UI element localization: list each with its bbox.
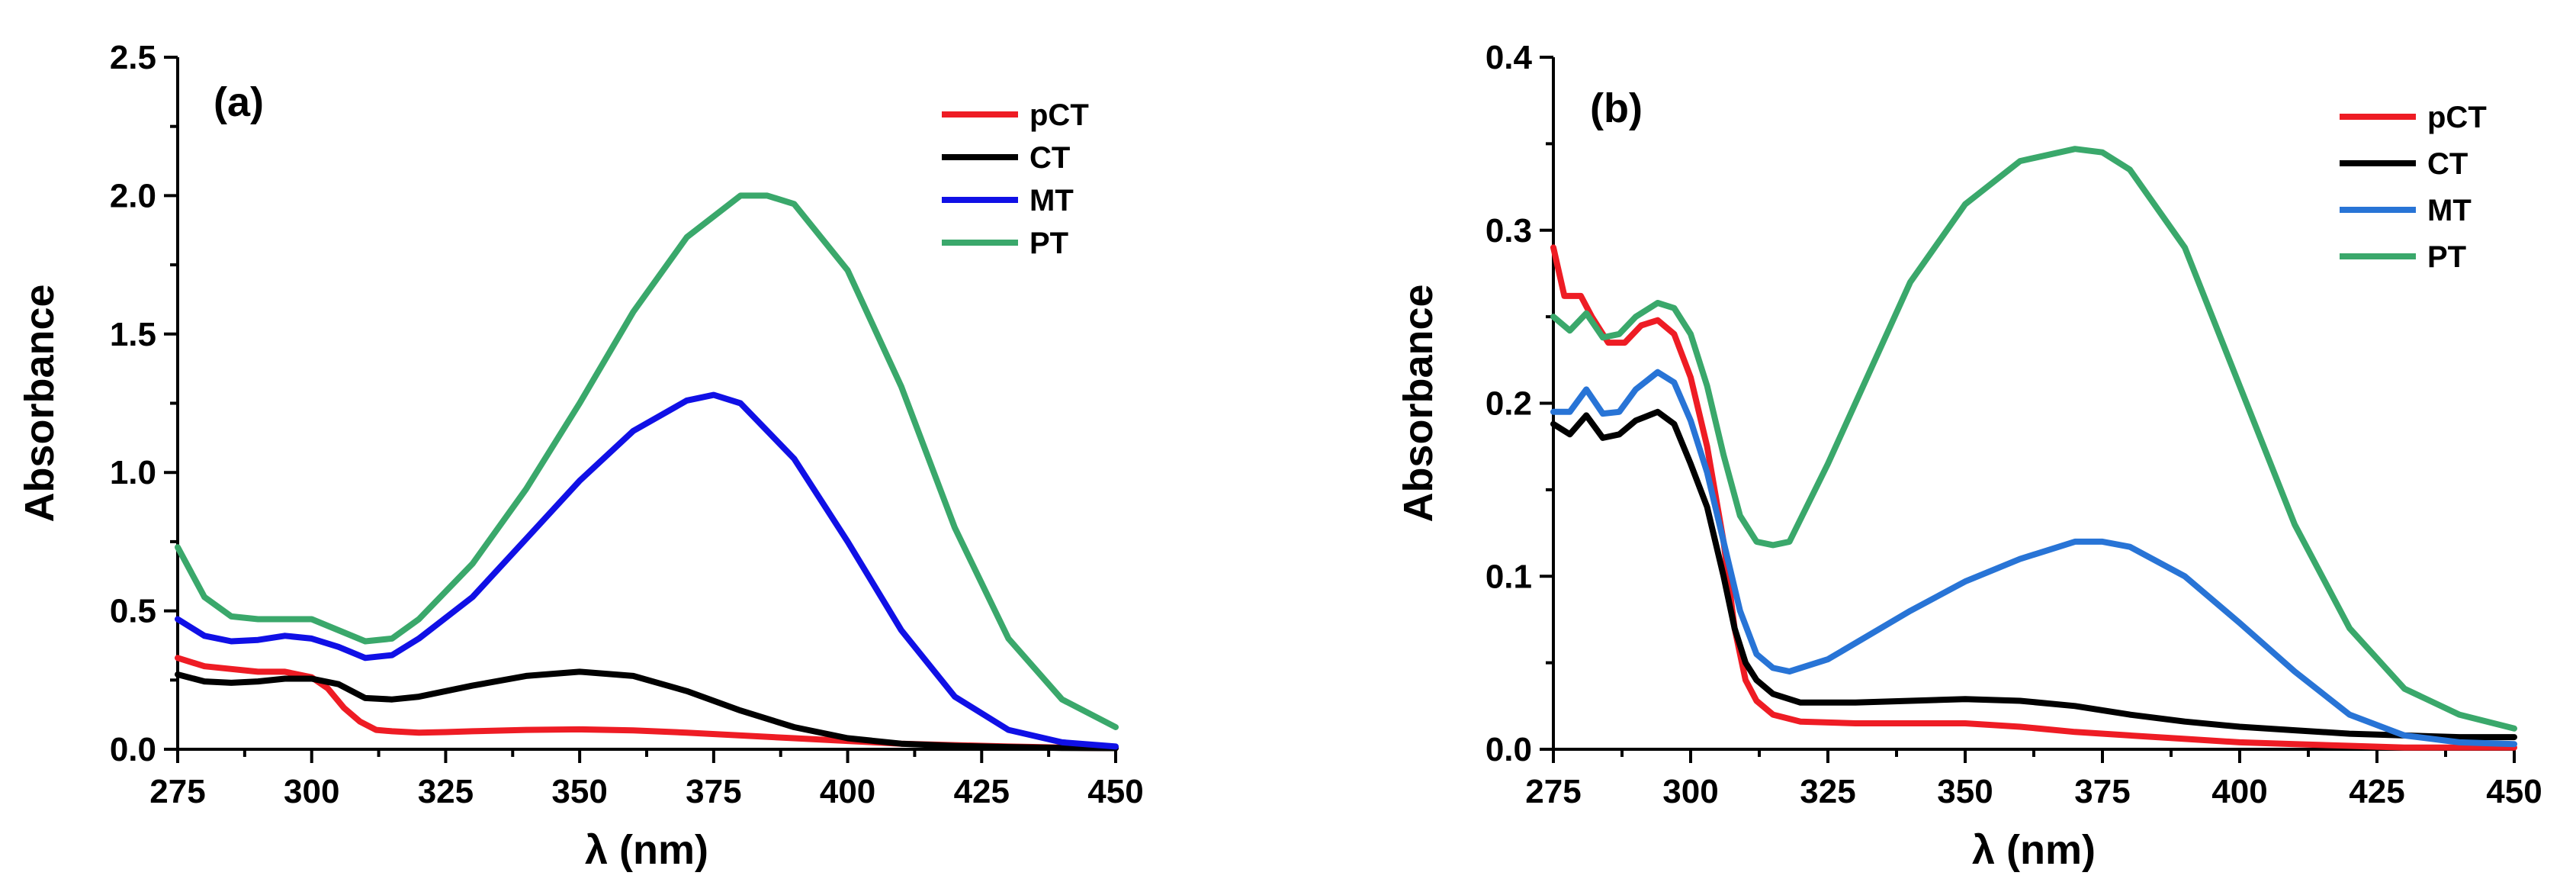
y-tick-label: 0.2 xyxy=(1486,385,1532,423)
legend-label-pct: pCT xyxy=(1029,98,1089,132)
x-tick-label: 425 xyxy=(954,773,1010,810)
x-tick-label: 450 xyxy=(1087,773,1143,810)
x-tick-label: 325 xyxy=(418,773,474,810)
x-tick-label: 350 xyxy=(1937,773,1993,810)
legend-label-ct: CT xyxy=(1029,141,1070,175)
series-line-ct xyxy=(175,668,1119,752)
y-tick-label: 0.5 xyxy=(110,593,156,630)
panel-a: 275 300 325 350 375 400 425 450 0.0 0.5 1.0 1.5 2.0 2… xyxy=(17,39,1144,873)
x-tick-label: 375 xyxy=(686,773,741,810)
y-tick-label: 2.5 xyxy=(110,39,156,76)
x-tick-label: 275 xyxy=(149,773,205,810)
x-tick-label: 375 xyxy=(2074,773,2130,810)
y-tick-label: 0.0 xyxy=(1486,731,1532,768)
series-line-pct xyxy=(175,655,1119,752)
x-tick-label: 400 xyxy=(820,773,875,810)
y-tick-label: 0.3 xyxy=(1486,212,1532,250)
legend-label-pct: pCT xyxy=(2427,101,2487,134)
x-tick-label: 450 xyxy=(2486,773,2542,810)
y-tick-label: 0.0 xyxy=(110,731,156,768)
x-tick-label: 300 xyxy=(1662,773,1718,810)
y-axis-title: Absorbance xyxy=(1396,284,1441,522)
series-line-pt xyxy=(175,192,1119,730)
x-tick-label: 325 xyxy=(1800,773,1855,810)
y-tick-label: 1.0 xyxy=(110,454,156,491)
x-axis-title: λ (nm) xyxy=(585,827,708,873)
series-line-pt xyxy=(1550,146,2517,732)
series-line-pct xyxy=(1550,244,2517,751)
series-line-ct xyxy=(1550,408,2517,741)
x-tick-label: 425 xyxy=(2349,773,2404,810)
x-axis-title: λ (nm) xyxy=(1972,827,2096,873)
y-tick-label: 2.0 xyxy=(110,177,156,214)
x-tick-label: 300 xyxy=(284,773,339,810)
series-line-mt xyxy=(175,391,1119,750)
x-tick-label: 400 xyxy=(2211,773,2267,810)
series-line-mt xyxy=(1550,369,2517,748)
y-tick-label: 0.1 xyxy=(1486,558,1532,595)
y-tick-label: 0.4 xyxy=(1486,39,1533,76)
legend-label-pt: PT xyxy=(2427,240,2466,274)
legend-label-ct: CT xyxy=(2427,147,2468,181)
y-axis-title: Absorbance xyxy=(17,284,63,522)
legend-label-mt: MT xyxy=(1029,184,1074,217)
panel-label: (a) xyxy=(214,79,264,125)
legend-label-pt: PT xyxy=(1029,227,1068,260)
x-tick-label: 350 xyxy=(551,773,607,810)
legend-label-mt: MT xyxy=(2427,194,2472,227)
panel-b: 275 300 325 350 375 400 425 450 0.0 0.1 0.2 0.3 0.4 λ… xyxy=(1396,39,2542,873)
y-tick-label: 1.5 xyxy=(110,316,156,353)
panel-label: (b) xyxy=(1590,85,1643,131)
x-tick-label: 275 xyxy=(1525,773,1581,810)
